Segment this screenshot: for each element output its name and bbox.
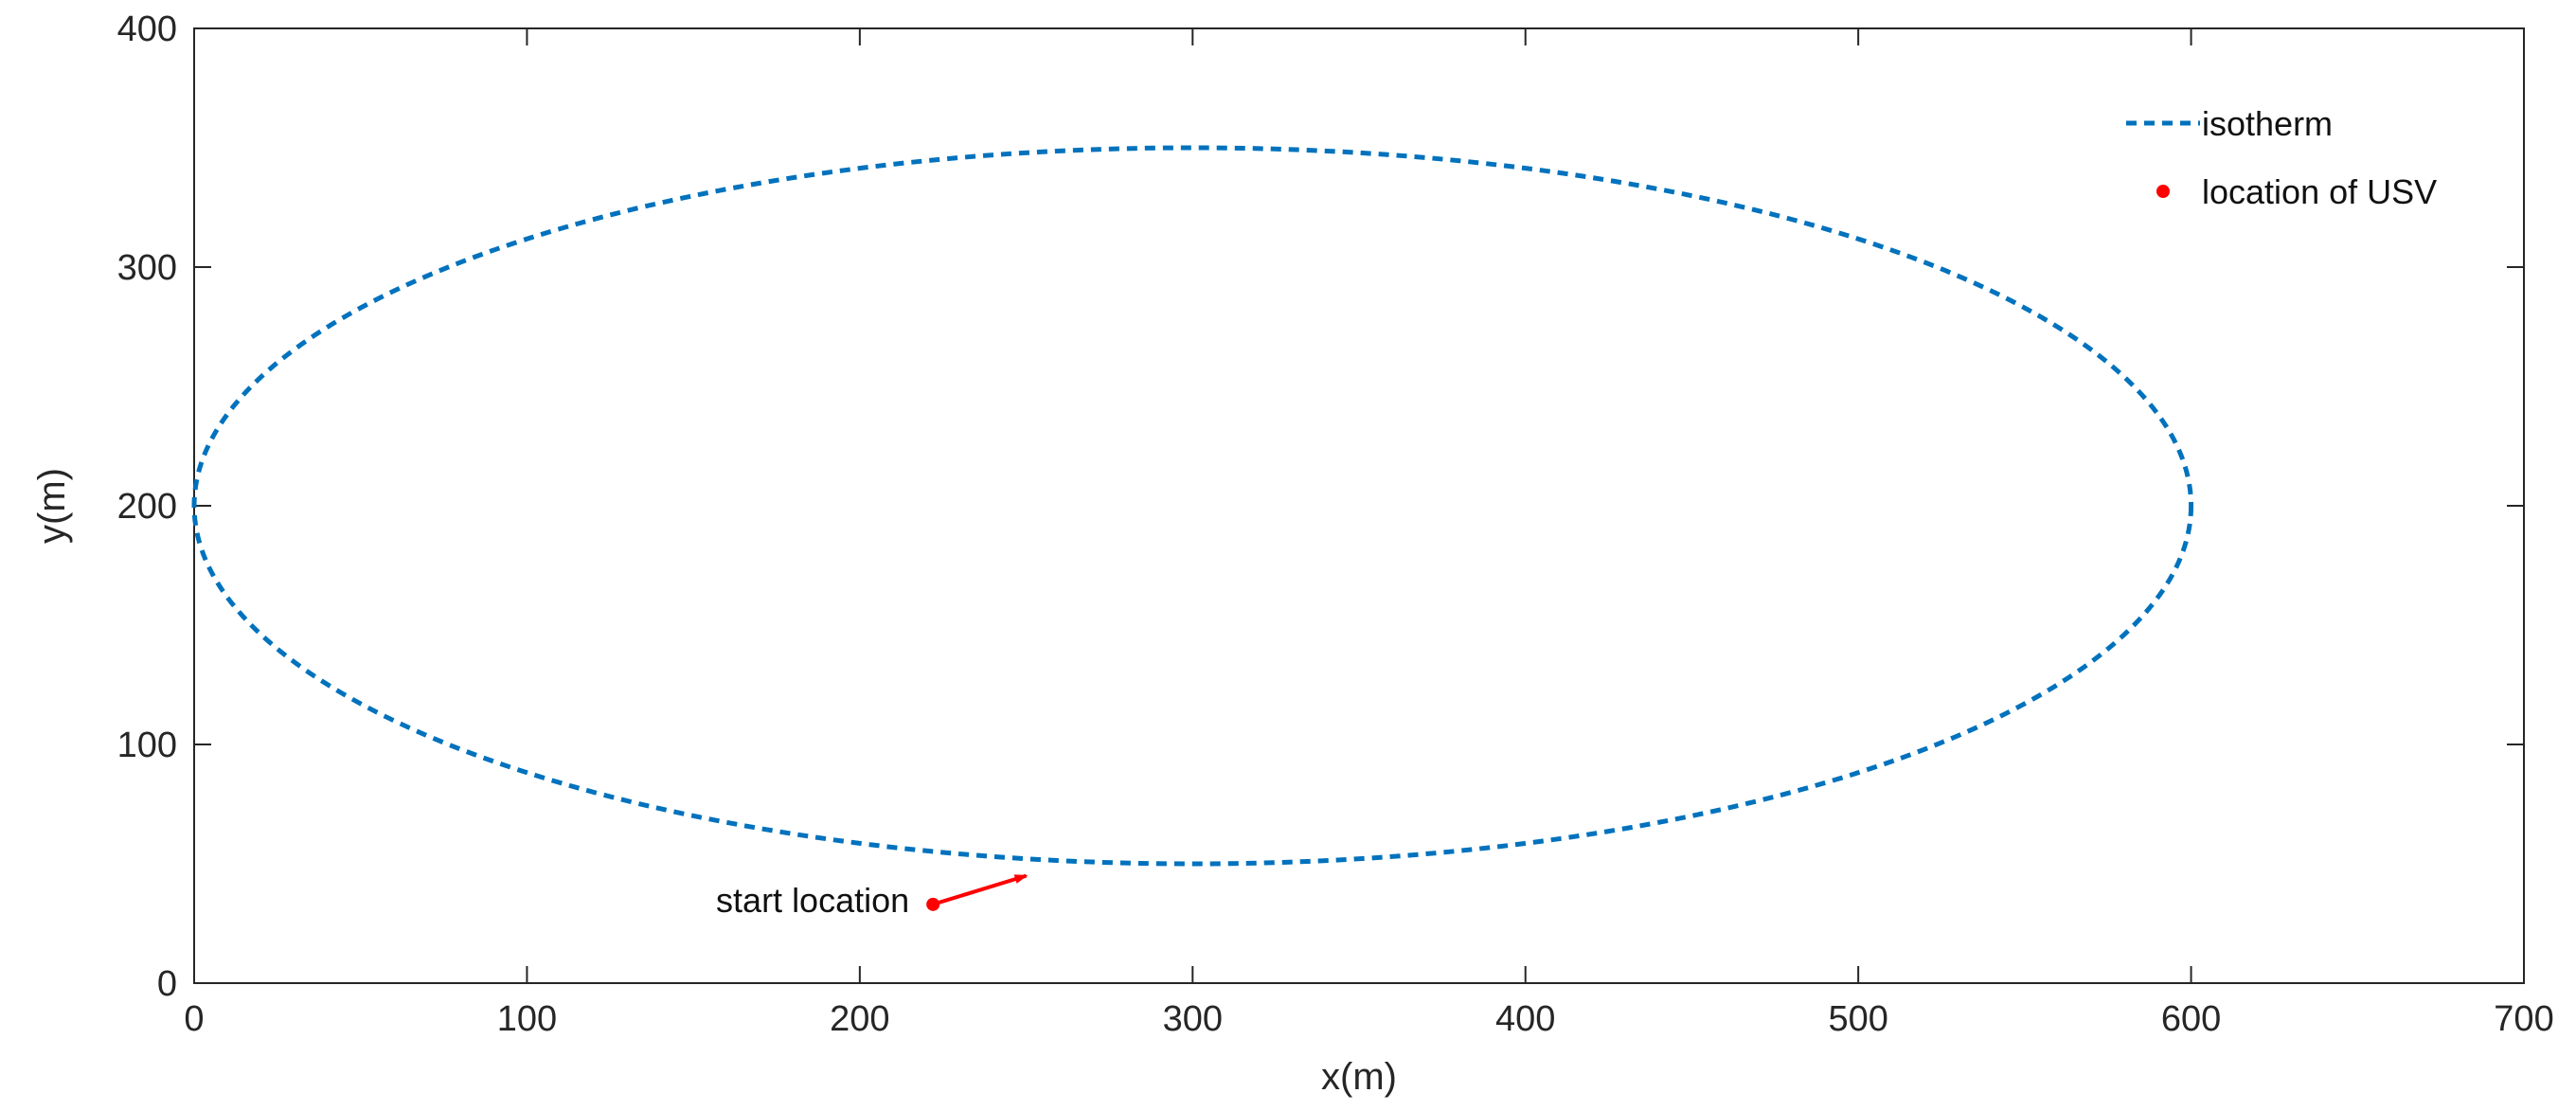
x-tick-label: 600 [2161,999,2221,1039]
x-tick-label: 400 [1495,999,1555,1039]
y-tick-label: 0 [157,964,177,1004]
y-tick-label: 200 [117,487,177,527]
x-tick-label: 300 [1163,999,1223,1039]
x-tick-label: 700 [2494,999,2553,1039]
plot-layer: 0 100 200 300 400 500 600 700 0 100 200 300 400 x(m) y… [31,9,2554,1098]
y-tick-label: 400 [117,9,177,49]
legend-usv-swatch [2156,185,2170,198]
x-tick-label: 0 [184,999,204,1039]
legend-usv-label: location of USV [2202,172,2437,211]
start-location-label: start location [716,881,909,920]
x-tick-label: 100 [497,999,557,1039]
x-axis-title: x(m) [1321,1056,1397,1098]
start-location-arrow [932,873,1029,906]
isotherm-series-line [191,145,2194,867]
x-tick-label: 200 [830,999,889,1039]
y-tick-label: 100 [117,726,177,765]
x-tick-label: 500 [1828,999,1887,1039]
y-axis-title: y(m) [31,468,73,544]
usv-location-point [926,897,940,911]
legend-isotherm-label: isotherm [2202,104,2333,143]
axes-box [193,27,2525,984]
y-tick-label: 300 [117,248,177,288]
